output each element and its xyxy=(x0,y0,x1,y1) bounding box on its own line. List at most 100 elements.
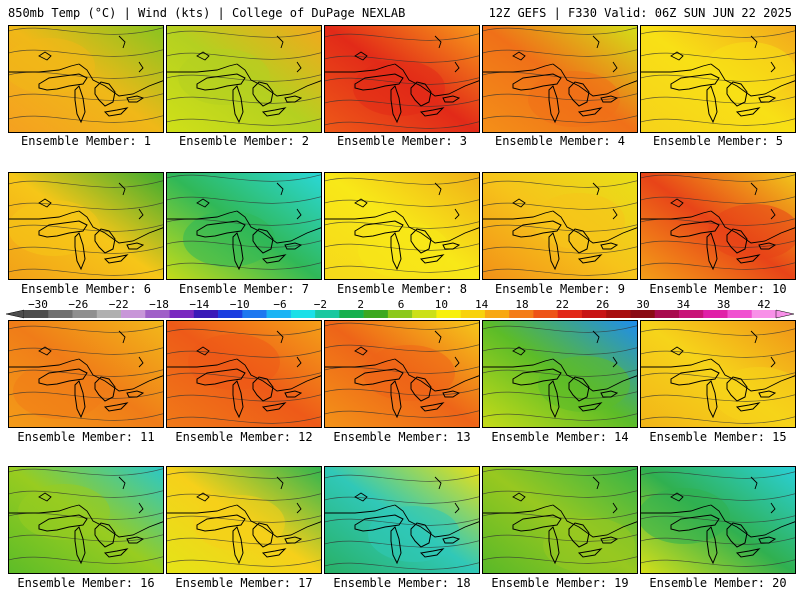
great-lakes-outline xyxy=(103,548,129,558)
political-border xyxy=(552,504,637,538)
wind-streamline xyxy=(325,540,479,548)
colorbar-tick-label: −2 xyxy=(313,298,327,311)
great-lakes-outline xyxy=(568,376,590,402)
great-lakes-outline xyxy=(758,536,777,544)
ensemble-map-panel xyxy=(166,466,322,574)
wind-streamline xyxy=(167,118,321,126)
colorbar-min-arrow xyxy=(6,309,25,319)
wind-streamline xyxy=(167,328,321,336)
political-border xyxy=(512,492,526,502)
political-border xyxy=(592,476,600,490)
temperature-anomaly-blob xyxy=(368,506,460,562)
wind-streamline xyxy=(483,490,637,498)
ensemble-map-panel xyxy=(482,172,638,280)
wind-streamline xyxy=(9,93,163,101)
temperature-anomaly-blob xyxy=(641,488,730,544)
ensemble-member-label: Ensemble Member: 7 xyxy=(178,282,310,296)
political-border xyxy=(512,346,526,356)
wind-streamline xyxy=(325,121,479,129)
political-border xyxy=(9,504,80,514)
temperature-anomaly-blob xyxy=(9,200,100,256)
political-border xyxy=(167,504,238,514)
great-lakes-outline xyxy=(38,514,88,532)
ensemble-map-panel xyxy=(324,172,480,280)
political-border xyxy=(454,356,460,368)
colorbar-segment xyxy=(484,310,510,318)
wind-streamline xyxy=(641,240,795,248)
temperature-anomaly-blob xyxy=(13,363,105,419)
great-lakes-outline xyxy=(706,232,718,271)
wind-streamline xyxy=(483,325,637,333)
great-lakes-outline xyxy=(577,548,603,558)
colorbar-tick-label: −6 xyxy=(273,298,287,311)
political-border xyxy=(750,476,758,490)
great-lakes-outline xyxy=(442,242,461,250)
colorbar-max-arrow xyxy=(775,309,794,319)
wind-streamline xyxy=(483,268,637,276)
colorbar-segment xyxy=(630,310,656,318)
political-border xyxy=(394,63,479,97)
temperature-anomaly-blob xyxy=(543,517,635,573)
valid-time-label: 12Z GEFS | F330 Valid: 06Z SUN JUN 22 20… xyxy=(488,6,792,20)
ensemble-member-label: Ensemble Member: 11 xyxy=(17,430,155,444)
colorbar-segment xyxy=(581,310,607,318)
political-border xyxy=(138,502,144,514)
ensemble-map-panel xyxy=(8,25,164,133)
wind-streamline xyxy=(483,556,637,564)
wind-streamline xyxy=(9,268,163,276)
political-border xyxy=(770,61,776,73)
political-border xyxy=(750,330,758,344)
wind-streamline xyxy=(483,413,637,421)
political-border xyxy=(354,51,368,61)
wind-streamline xyxy=(641,515,795,523)
ensemble-member-label: Ensemble Member: 3 xyxy=(336,134,468,148)
wind-streamline xyxy=(325,99,479,107)
political-border xyxy=(434,330,442,344)
wind-streamline xyxy=(641,416,795,424)
political-border xyxy=(641,63,712,73)
wind-streamline xyxy=(483,534,637,542)
ensemble-map-panel xyxy=(8,466,164,574)
ensemble-member-label: Ensemble Member: 8 xyxy=(336,282,468,296)
great-lakes-outline xyxy=(103,402,129,412)
great-lakes-outline xyxy=(577,107,603,117)
wind-streamline xyxy=(167,74,321,82)
colorbar-segment xyxy=(169,310,195,318)
wind-streamline xyxy=(641,30,795,38)
temperature-anomaly-blob xyxy=(193,495,285,551)
wind-streamline xyxy=(641,262,795,270)
great-lakes-outline xyxy=(419,548,445,558)
colorbar-tick-label: 26 xyxy=(596,298,610,311)
wind-streamline xyxy=(9,202,163,210)
wind-streamline xyxy=(167,471,321,479)
colorbar-segment xyxy=(193,310,219,318)
ensemble-member-label: Ensemble Member: 19 xyxy=(491,576,629,590)
colorbar-segment xyxy=(460,310,486,318)
colorbar-segment xyxy=(218,310,243,318)
great-lakes-outline xyxy=(390,232,402,271)
political-border xyxy=(9,63,80,73)
great-lakes-outline xyxy=(196,368,246,386)
political-border xyxy=(325,210,396,220)
colorbar-tick-label: 14 xyxy=(475,298,489,311)
great-lakes-outline xyxy=(568,522,590,548)
ensemble-map-panel xyxy=(640,320,796,428)
political-border xyxy=(592,182,600,196)
wind-streamline xyxy=(641,174,795,182)
political-border xyxy=(167,63,238,73)
political-border xyxy=(276,476,284,490)
colorbar-segment xyxy=(145,310,170,318)
great-lakes-outline xyxy=(600,536,619,544)
great-lakes-outline xyxy=(758,390,777,398)
wind-streamline xyxy=(325,322,479,330)
temperature-anomaly-blob xyxy=(363,345,455,401)
wind-streamline xyxy=(325,410,479,418)
ensemble-member-label: Ensemble Member: 6 xyxy=(20,282,152,296)
political-border xyxy=(38,346,52,356)
wind-streamline xyxy=(641,328,795,336)
great-lakes-outline xyxy=(600,242,619,250)
political-border xyxy=(434,182,442,196)
colorbar-segment xyxy=(557,310,583,318)
ensemble-map-panel xyxy=(482,25,638,133)
great-lakes-outline xyxy=(126,242,145,250)
